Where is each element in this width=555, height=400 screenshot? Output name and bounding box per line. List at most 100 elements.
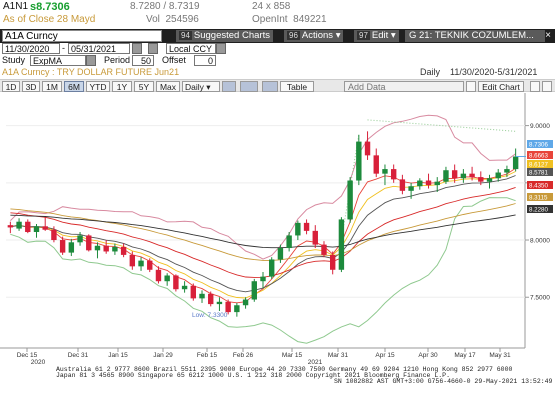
candle-body bbox=[277, 248, 284, 260]
security-input[interactable]: A1A Curncy bbox=[2, 30, 162, 42]
ema-longest-line bbox=[10, 214, 516, 249]
candle-body bbox=[425, 180, 432, 186]
x-tick-label: Dec 31 bbox=[68, 352, 89, 359]
right-label-text: 8.4350 bbox=[529, 183, 548, 190]
right-label-box bbox=[527, 193, 553, 201]
calendar-icon-2[interactable] bbox=[148, 43, 158, 54]
candle-body bbox=[190, 285, 197, 299]
x-tick-label: Feb 26 bbox=[233, 352, 254, 359]
candle-body bbox=[155, 269, 162, 282]
footer: Australia 61 2 9777 8600 Brazil 5511 239… bbox=[0, 364, 555, 400]
candle-body bbox=[164, 275, 170, 282]
trend-line-2 bbox=[367, 119, 516, 132]
close-icon[interactable]: × bbox=[545, 30, 551, 41]
edit-chart-button[interactable]: Edit Chart bbox=[478, 81, 524, 92]
study-dropdown-icon[interactable] bbox=[86, 55, 96, 66]
line-chart-icon[interactable] bbox=[240, 81, 258, 92]
candle-body bbox=[390, 169, 397, 180]
candle-body bbox=[451, 170, 458, 179]
tab-3d[interactable]: 3D bbox=[22, 81, 40, 92]
candle-body bbox=[495, 172, 501, 179]
right-label-box bbox=[527, 181, 553, 189]
x-tick-label: May 31 bbox=[489, 352, 511, 359]
chart-title: G 21: TEKNIK COZUMLEM... bbox=[405, 30, 545, 42]
candle-body bbox=[103, 245, 109, 252]
candlesticks bbox=[7, 131, 519, 317]
candle-body bbox=[199, 293, 205, 299]
candle-body bbox=[25, 221, 31, 233]
candle-body bbox=[347, 180, 353, 220]
add-data-dropdown-icon[interactable] bbox=[466, 81, 476, 92]
footer-line-1: Australia 61 2 9777 8600 Brazil 5511 239… bbox=[56, 366, 513, 373]
candle-body bbox=[77, 235, 83, 243]
candle-body bbox=[42, 226, 48, 230]
right-label-box bbox=[527, 151, 553, 159]
candle-body bbox=[329, 254, 336, 270]
quote-header: A1N1 s8.7306 8.7280 / 8.7319 24 x 858 As… bbox=[0, 0, 555, 30]
footer-line-3: SN 1082882 AST GMT+3:00 G756-4660-0 29-M… bbox=[334, 378, 553, 385]
bar-chart-icon[interactable] bbox=[262, 81, 278, 92]
candle-body bbox=[86, 235, 92, 251]
suggested-charts-button[interactable]: 94 Suggested Charts bbox=[176, 30, 273, 42]
offset-field[interactable]: 0 bbox=[194, 55, 216, 66]
study-select[interactable]: ExpMA bbox=[30, 55, 86, 66]
y-tick-label: 8.0000 bbox=[530, 238, 550, 245]
year-label: 2020 bbox=[31, 359, 46, 365]
tab-ytd[interactable]: YTD bbox=[86, 81, 110, 92]
actions-button[interactable]: 96 Actions ▾ bbox=[284, 30, 344, 42]
bollinger-lower-line bbox=[10, 197, 516, 344]
candle-body bbox=[225, 301, 231, 313]
candle-body bbox=[251, 281, 257, 300]
period-field[interactable]: 50 bbox=[132, 55, 154, 66]
ema-longer-line bbox=[10, 203, 516, 261]
ema-mid-line bbox=[10, 171, 516, 299]
candle-body bbox=[486, 178, 493, 182]
offset-label: Offset bbox=[162, 55, 186, 65]
tab-1d[interactable]: 1D bbox=[2, 81, 20, 92]
candle-body bbox=[286, 235, 292, 249]
tab-6m[interactable]: 6M bbox=[64, 81, 84, 92]
start-date-field[interactable]: 11/30/2020 bbox=[2, 43, 60, 54]
tab-max[interactable]: Max bbox=[156, 81, 180, 92]
candle-body bbox=[460, 173, 467, 179]
zoom-out-icon[interactable] bbox=[530, 81, 540, 92]
bid-ask: 8.7280 / 8.7319 bbox=[130, 1, 200, 12]
candle-body bbox=[234, 305, 240, 313]
candle-body bbox=[181, 285, 188, 290]
date-range-label: 11/30/2020-5/31/2021 bbox=[450, 67, 538, 77]
year-label: 2021 bbox=[308, 359, 323, 365]
candle-body bbox=[138, 260, 144, 267]
candle-body bbox=[269, 259, 275, 277]
tab-1m[interactable]: 1M bbox=[42, 81, 62, 92]
frequency-select[interactable]: Daily ▾ bbox=[182, 81, 220, 92]
table-button[interactable]: Table bbox=[280, 81, 314, 92]
tab-1y[interactable]: 1Y bbox=[112, 81, 132, 92]
right-label-box bbox=[527, 160, 553, 168]
chart-type-icon[interactable] bbox=[222, 81, 236, 92]
plot-background bbox=[0, 93, 525, 348]
open-interest: OpenInt 849221 bbox=[252, 14, 327, 25]
y-tick-label: 9.0000 bbox=[530, 123, 550, 130]
candle-body bbox=[469, 173, 475, 178]
period-tabs: 1D 3D 1M 6M YTD 1Y 5Y Max Daily ▾ Table … bbox=[0, 79, 555, 92]
candle-body bbox=[504, 169, 510, 173]
chevron-down-icon[interactable] bbox=[216, 43, 226, 54]
end-date-field[interactable]: 05/31/2021 bbox=[68, 43, 130, 54]
candle-body bbox=[120, 246, 127, 255]
candle-body bbox=[16, 221, 22, 229]
x-tick-label: Feb 15 bbox=[197, 352, 218, 359]
calendar-icon[interactable] bbox=[132, 43, 142, 54]
tab-5y[interactable]: 5Y bbox=[134, 81, 154, 92]
add-data-input[interactable]: Add Data bbox=[344, 81, 464, 92]
currency-select[interactable]: Local CCY bbox=[166, 43, 216, 54]
candle-body bbox=[129, 254, 136, 267]
zoom-in-icon[interactable] bbox=[542, 81, 552, 92]
candle-body bbox=[295, 222, 301, 236]
x-tick-label: Mar 15 bbox=[282, 352, 303, 359]
edit-button[interactable]: 97 Edit ▾ bbox=[354, 30, 399, 42]
volume: Vol 254596 bbox=[146, 14, 199, 25]
candle-body bbox=[364, 141, 371, 156]
